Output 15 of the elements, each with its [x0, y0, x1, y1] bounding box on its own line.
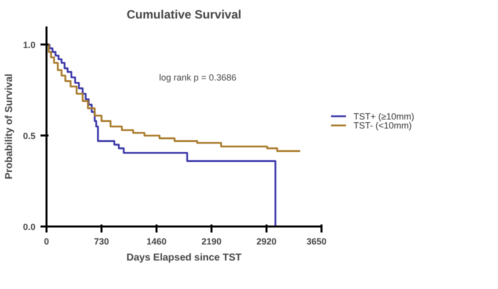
y-tick-label: 0.0	[22, 222, 36, 232]
x-tick-label: 730	[94, 236, 110, 246]
y-tick-label: 0.5	[22, 131, 36, 142]
y-tick-label: 1.0	[22, 40, 36, 50]
annotation: log rank p = 0.3686	[159, 72, 236, 82]
x-tick-label: 1460	[146, 236, 167, 246]
legend-label: TST+ (≥10mm)	[354, 111, 414, 122]
x-tick-label: 2920	[256, 236, 277, 246]
y-axis-title: Probability of Survival	[4, 73, 15, 180]
x-axis-title: Days Elapsed since TST	[126, 252, 242, 264]
legend-label: TST- (<10mm)	[354, 120, 412, 130]
chart-title: Cumulative Survival	[126, 8, 242, 22]
x-tick-label: 3650	[306, 236, 327, 246]
x-tick-label: 2190	[201, 236, 222, 246]
x-tick-label: 0	[44, 236, 50, 246]
